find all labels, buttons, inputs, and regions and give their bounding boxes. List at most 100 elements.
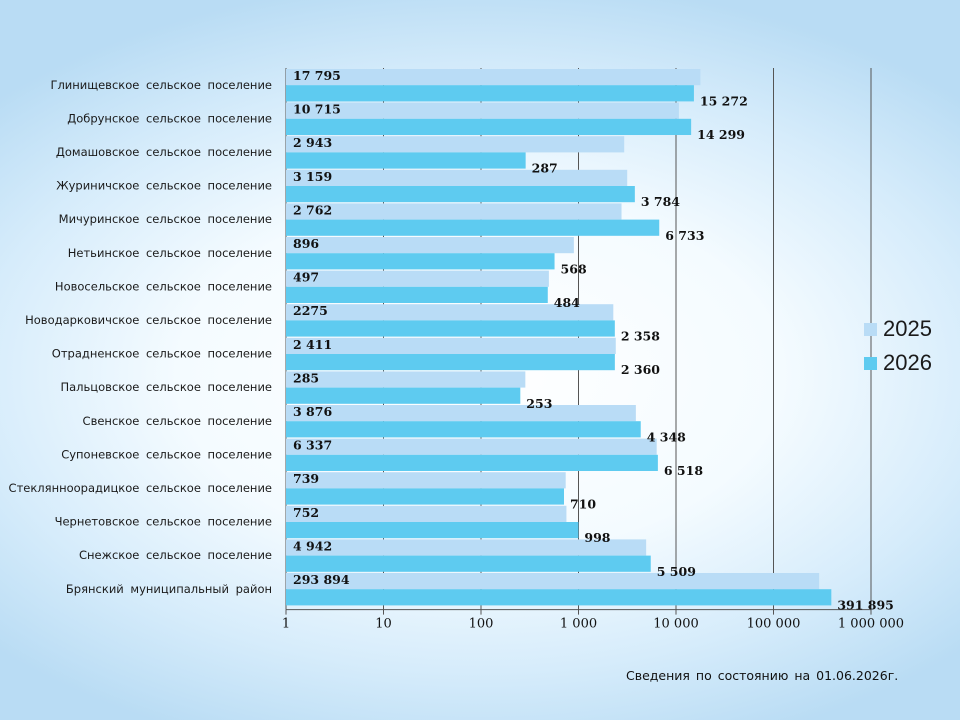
category-label-5: Нетьинское сельское поселение — [68, 246, 272, 260]
data-label-2026-10: 4 348 — [647, 429, 686, 444]
bar-2025-7 — [286, 304, 614, 321]
data-labels: 17 795 15 272 10 715 14 299 2 943 287 3 159 3 7… — [293, 68, 894, 612]
bar-2025-14 — [286, 539, 647, 556]
legend-label-2025: 2025 — [883, 316, 932, 341]
bar-2026-8 — [286, 354, 615, 371]
bar-2025-2 — [286, 136, 625, 153]
data-label-2025-10: 3 876 — [293, 404, 332, 419]
category-labels: Глинищевское сельское поселение Добрунско… — [9, 78, 272, 596]
bar-2026-13 — [286, 522, 579, 539]
bar-2026-6 — [286, 286, 548, 303]
category-label-4: Мичуринское сельское поселение — [59, 212, 272, 226]
x-tick-label-4: 10 000 — [653, 617, 699, 632]
bar-2026-5 — [286, 253, 555, 270]
data-label-2026-15: 391 895 — [837, 597, 894, 612]
data-label-2026-5: 568 — [561, 261, 587, 276]
bar-2025-0 — [286, 69, 701, 86]
bar-2025-13 — [286, 505, 567, 522]
bar-2025-15 — [286, 573, 820, 590]
data-label-2026-2: 287 — [532, 161, 558, 176]
data-label-2026-7: 2 358 — [621, 329, 660, 344]
bar-2026-10 — [286, 421, 641, 438]
bars — [286, 69, 832, 606]
data-label-2026-11: 6 518 — [664, 463, 703, 478]
bar-2025-11 — [286, 438, 657, 455]
category-label-15: Брянский муниципальный район — [66, 582, 272, 596]
data-label-2026-6: 484 — [554, 295, 580, 310]
data-label-2025-8: 2 411 — [293, 337, 332, 352]
x-tick-label-5: 100 000 — [747, 617, 801, 632]
category-label-12: Стеклянноорадицкое сельское поселение — [9, 481, 272, 495]
legend: 2025 2026 — [864, 312, 932, 380]
data-label-2025-0: 17 795 — [293, 68, 341, 83]
data-label-2026-12: 710 — [570, 497, 596, 512]
category-label-6: Новосельское сельское поселение — [55, 279, 272, 293]
category-label-9: Пальцовское сельское поселение — [60, 380, 272, 394]
data-label-2026-14: 5 509 — [657, 564, 696, 579]
data-label-2025-5: 896 — [293, 236, 319, 251]
category-label-7: Новодарковичское сельское поселение — [25, 313, 272, 327]
data-label-2025-11: 6 337 — [293, 438, 332, 453]
x-axis: 1 10 100 1 000 10 000 100 000 1 000 000 — [282, 609, 904, 632]
bar-2026-0 — [286, 85, 694, 102]
bar-2026-7 — [286, 320, 615, 337]
bar-2026-9 — [286, 387, 521, 404]
legend-item-2025: 2025 — [864, 312, 932, 346]
data-label-2025-13: 752 — [293, 505, 319, 520]
category-label-11: Супоневское сельское поселение — [61, 447, 272, 461]
data-label-2026-4: 6 733 — [665, 228, 704, 243]
data-label-2025-7: 2275 — [293, 303, 328, 318]
category-label-10: Свенское сельское поселение — [83, 414, 272, 428]
data-label-2026-3: 3 784 — [641, 194, 680, 209]
data-label-2025-6: 497 — [293, 270, 319, 285]
bar-2025-8 — [286, 337, 616, 354]
x-tick-label-6: 1 000 000 — [838, 617, 904, 632]
bar-2026-11 — [286, 454, 658, 471]
data-label-2025-2: 2 943 — [293, 135, 332, 150]
legend-item-2026: 2026 — [864, 346, 932, 380]
data-label-2025-14: 4 942 — [293, 538, 332, 553]
bar-2025-10 — [286, 405, 636, 422]
data-label-2025-12: 739 — [293, 471, 319, 486]
data-label-2025-3: 3 159 — [293, 169, 332, 184]
bar-2025-6 — [286, 270, 549, 287]
bar-2026-15 — [286, 589, 832, 606]
bar-2026-2 — [286, 152, 526, 169]
category-label-8: Отрадненское сельское поселение — [52, 347, 272, 361]
category-label-1: Добрунское сельское поселение — [67, 111, 272, 125]
data-label-2026-8: 2 360 — [621, 362, 660, 377]
legend-swatch-2025 — [864, 322, 877, 336]
x-tick-label-1: 10 — [375, 617, 392, 632]
data-label-2025-4: 2 762 — [293, 202, 332, 217]
x-tick-label-0: 1 — [282, 617, 290, 632]
category-label-13: Чернетовское сельское поселение — [55, 515, 272, 529]
data-label-2025-15: 293 894 — [293, 572, 350, 587]
bar-2026-4 — [286, 219, 660, 236]
category-label-14: Снежское сельское поселение — [79, 548, 272, 562]
bar-2025-4 — [286, 203, 622, 220]
bar-2025-1 — [286, 102, 679, 119]
data-label-2026-13: 998 — [584, 530, 610, 545]
data-label-2025-1: 10 715 — [293, 102, 341, 117]
bar-2025-12 — [286, 472, 566, 489]
bar-2026-14 — [286, 555, 651, 572]
data-label-2026-9: 253 — [526, 396, 552, 411]
legend-swatch-2026 — [864, 356, 877, 370]
footnote: Сведения по состоянию на 01.06.2026г. — [626, 668, 899, 683]
bar-2025-5 — [286, 237, 574, 254]
data-label-2026-1: 14 299 — [697, 127, 745, 142]
bar-2025-9 — [286, 371, 526, 388]
data-label-2026-0: 15 272 — [700, 93, 748, 108]
data-label-2025-9: 285 — [293, 370, 319, 385]
x-tick-label-3: 1 000 — [560, 617, 597, 632]
bar-2025-3 — [286, 169, 628, 186]
category-label-3: Журиничское сельское поселение — [56, 179, 272, 193]
x-tick-label-2: 100 — [469, 617, 494, 632]
bar-2026-1 — [286, 118, 692, 135]
bar-2026-3 — [286, 186, 635, 203]
legend-label-2026: 2026 — [883, 350, 932, 375]
category-label-2: Домашовское сельское поселение — [56, 145, 272, 159]
category-label-0: Глинищевское сельское поселение — [50, 78, 272, 92]
bar-2026-12 — [286, 488, 564, 505]
